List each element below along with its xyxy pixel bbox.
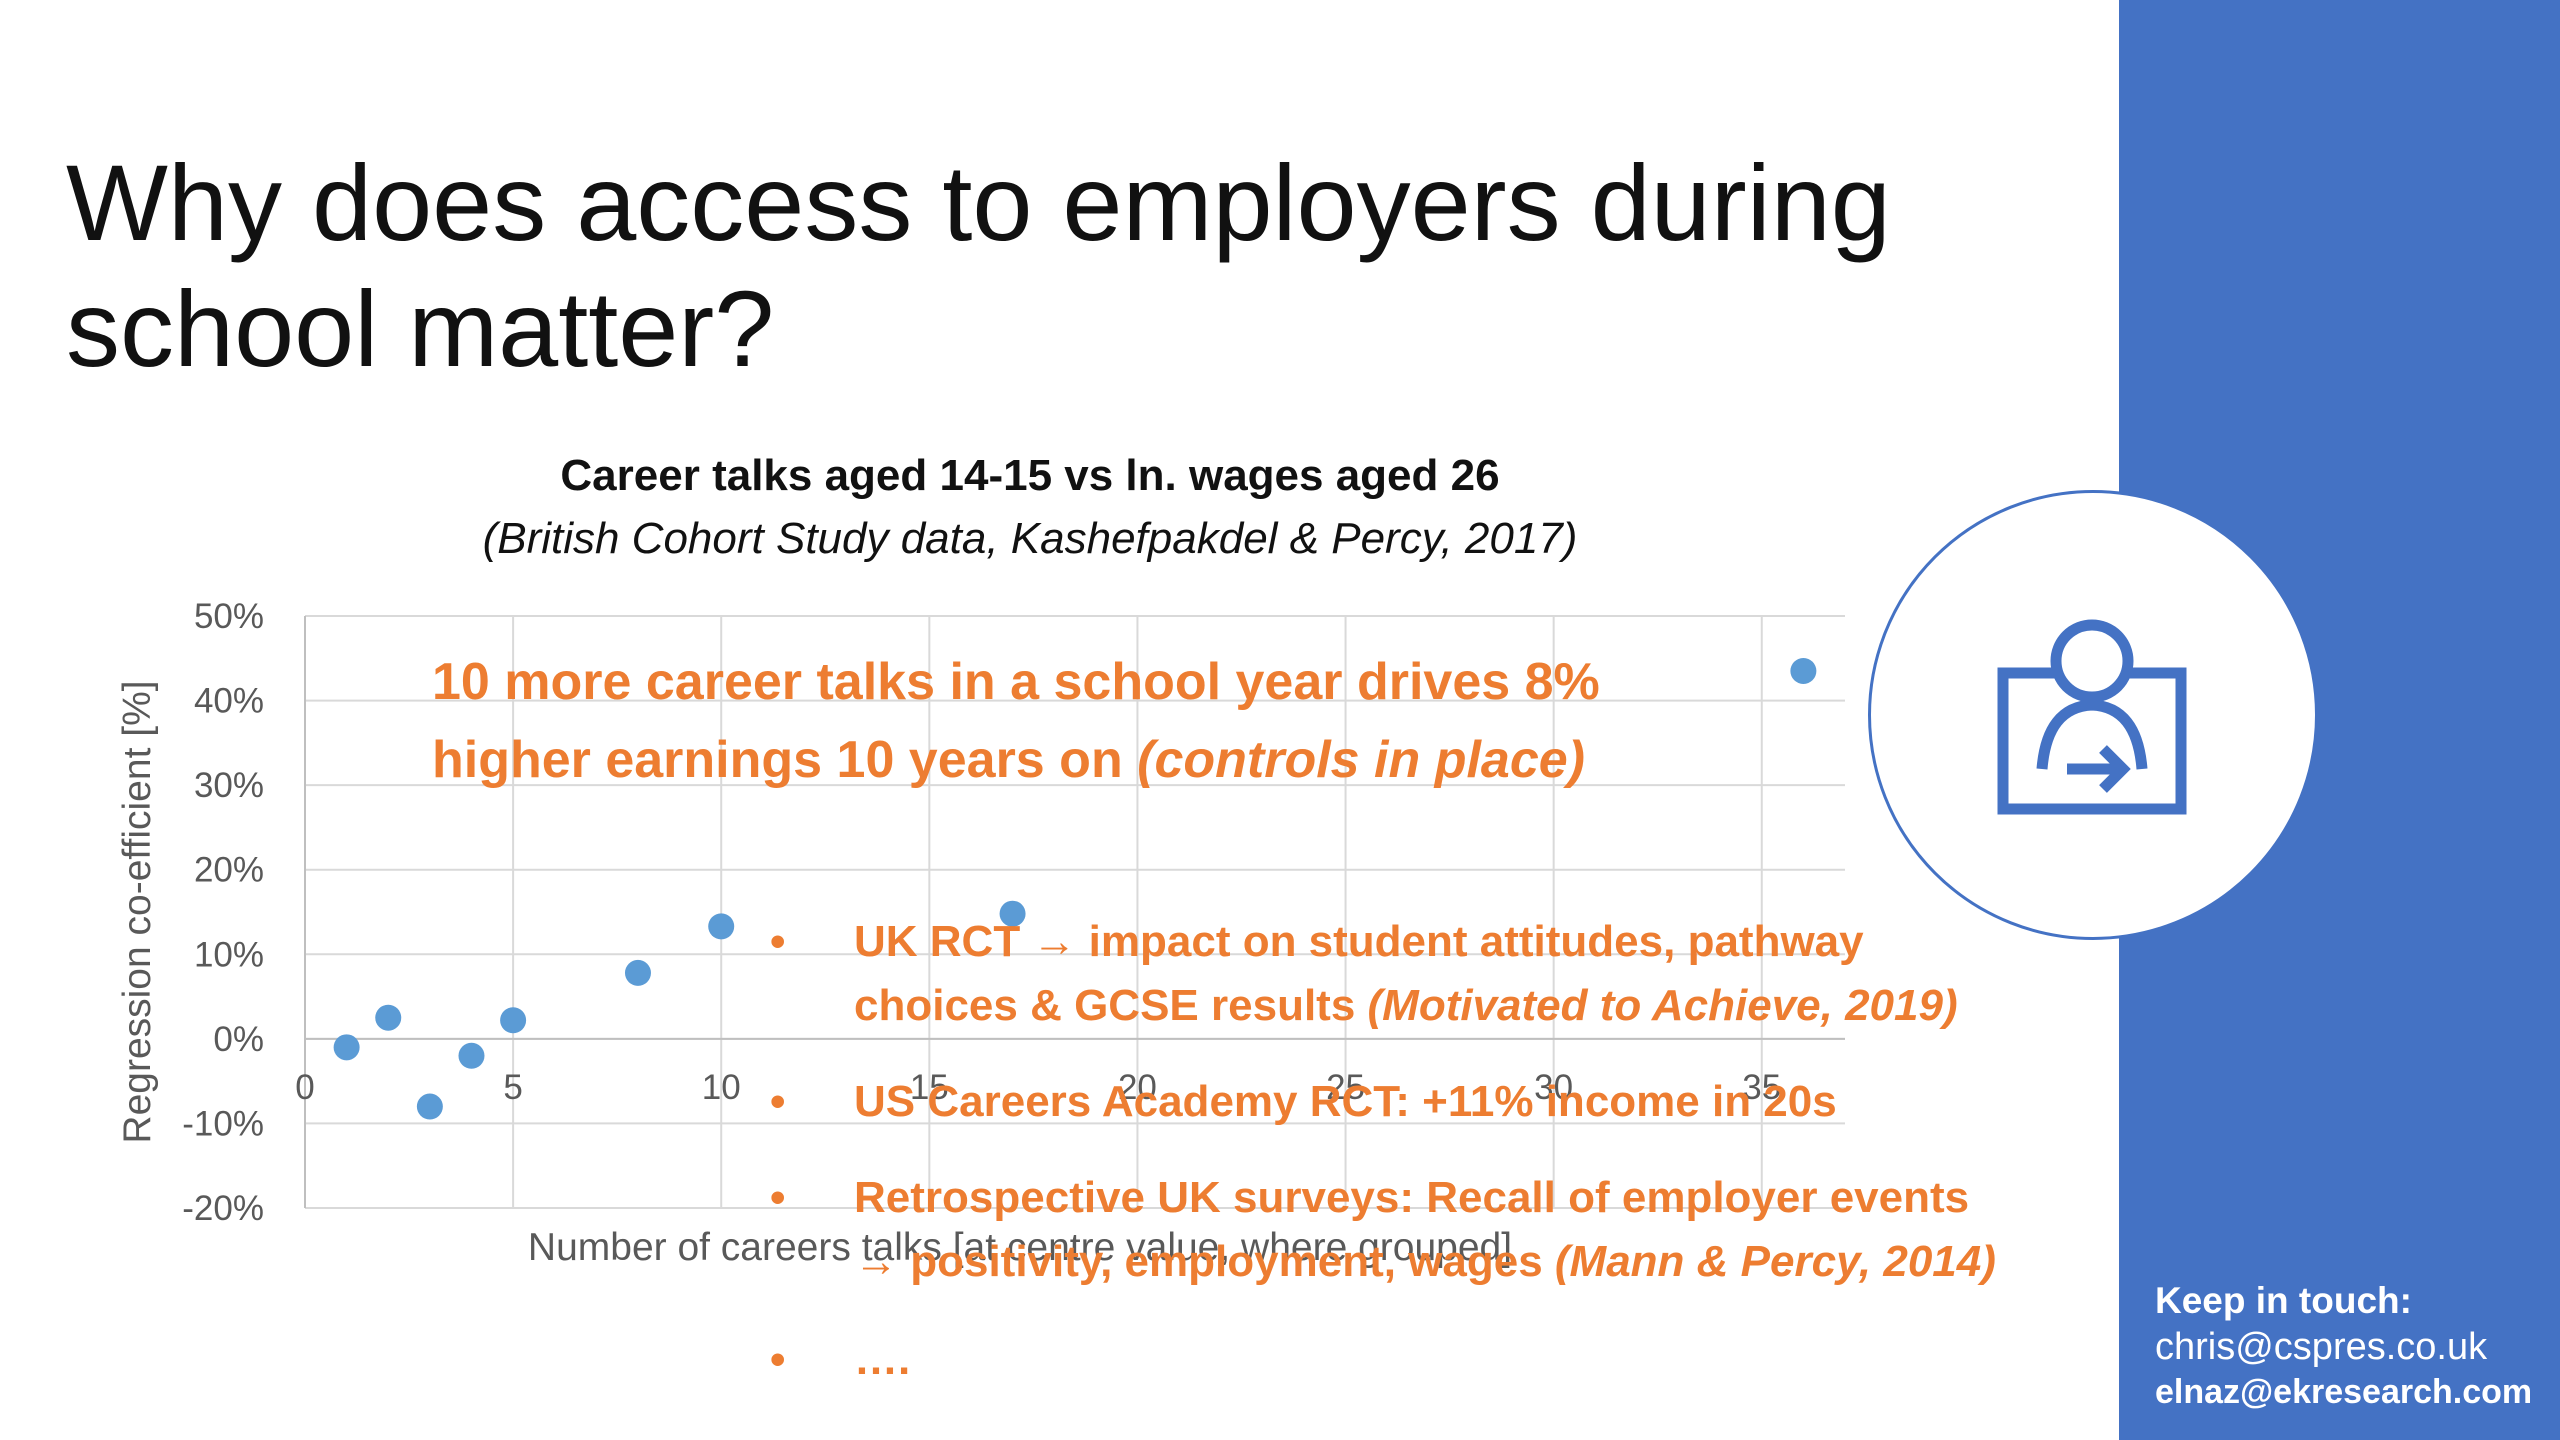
bullet-text: US Careers Academy RCT: +11% income in 2… [854, 1077, 1837, 1126]
bullet-item: …. [770, 1328, 2090, 1392]
x-tick-label: 10 [702, 1068, 741, 1107]
bullet-text: …. [854, 1335, 911, 1384]
data-point [458, 1042, 485, 1069]
slide-title-line-1: Why does access to employers during [66, 142, 1891, 263]
bullet-text: → positivity, employment, wages (Mann & … [854, 1230, 2090, 1294]
key-finding-callout: 10 more career talks in a school year dr… [432, 643, 1732, 799]
contact-block: Keep in touch: chris@cspres.co.uk elnaz@… [2155, 1278, 2545, 1414]
callout-line-2: higher earnings 10 years on (controls in… [432, 721, 1732, 799]
callout-line-2-main: higher earnings 10 years on [432, 731, 1138, 789]
chart-title: Career talks aged 14-15 vs ln. wages age… [560, 451, 1500, 500]
callout-line-2-note: (controls in place) [1137, 731, 1585, 789]
y-axis-title: Regression co-efficient [%] [116, 680, 159, 1143]
slide-title: Why does access to employers during scho… [66, 140, 1966, 392]
bullet-text-main: choices & GCSE results [854, 981, 1368, 1030]
icon-circle [1868, 490, 2318, 940]
bullet-item: Retrospective UK surveys: Recall of empl… [770, 1166, 2090, 1294]
x-tick-label: 0 [295, 1068, 314, 1107]
y-tick-label: 50% [194, 597, 264, 636]
y-tick-label: 30% [194, 766, 264, 805]
data-point [375, 1004, 402, 1031]
bullet-text-main: → positivity, employment, wages [854, 1237, 1555, 1286]
data-point [624, 959, 651, 986]
contact-email-chris: chris@cspres.co.uk [2155, 1326, 2488, 1368]
slide-title-line-2: school matter? [66, 268, 775, 389]
y-tick-label: -10% [182, 1104, 264, 1143]
y-tick-label: 0% [213, 1020, 264, 1059]
callout-line-1: 10 more career talks in a school year dr… [432, 653, 1600, 711]
data-point [333, 1034, 360, 1061]
bullet-item: UK RCT → impact on student attitudes, pa… [770, 910, 2090, 1038]
evidence-bullet-list: UK RCT → impact on student attitudes, pa… [770, 910, 2090, 1392]
bullet-citation: (Motivated to Achieve, 2019) [1367, 981, 1958, 1030]
bullet-text: choices & GCSE results (Motivated to Ach… [854, 974, 2090, 1038]
x-tick-label: 5 [503, 1068, 522, 1107]
bullet-citation: (Mann & Percy, 2014) [1554, 1237, 1996, 1286]
presenter-screen-icon [1997, 619, 2187, 815]
data-point [708, 913, 735, 940]
bullet-text: UK RCT → impact on student attitudes, pa… [854, 917, 1864, 966]
bullet-text: Retrospective UK surveys: Recall of empl… [854, 1173, 1970, 1222]
chart-subtitle: (British Cohort Study data, Kashefpakdel… [482, 514, 1578, 563]
data-point [416, 1093, 443, 1120]
data-point [500, 1007, 527, 1034]
contact-email-elnaz: elnaz@ekresearch.com [2155, 1373, 2533, 1411]
y-tick-label: 40% [194, 682, 264, 721]
contact-heading: Keep in touch: [2155, 1280, 2412, 1321]
y-tick-label: -20% [182, 1189, 264, 1228]
y-tick-label: 20% [194, 851, 264, 890]
bullet-item: US Careers Academy RCT: +11% income in 2… [770, 1070, 2090, 1134]
data-point [1790, 657, 1817, 684]
y-tick-label: 10% [194, 935, 264, 974]
